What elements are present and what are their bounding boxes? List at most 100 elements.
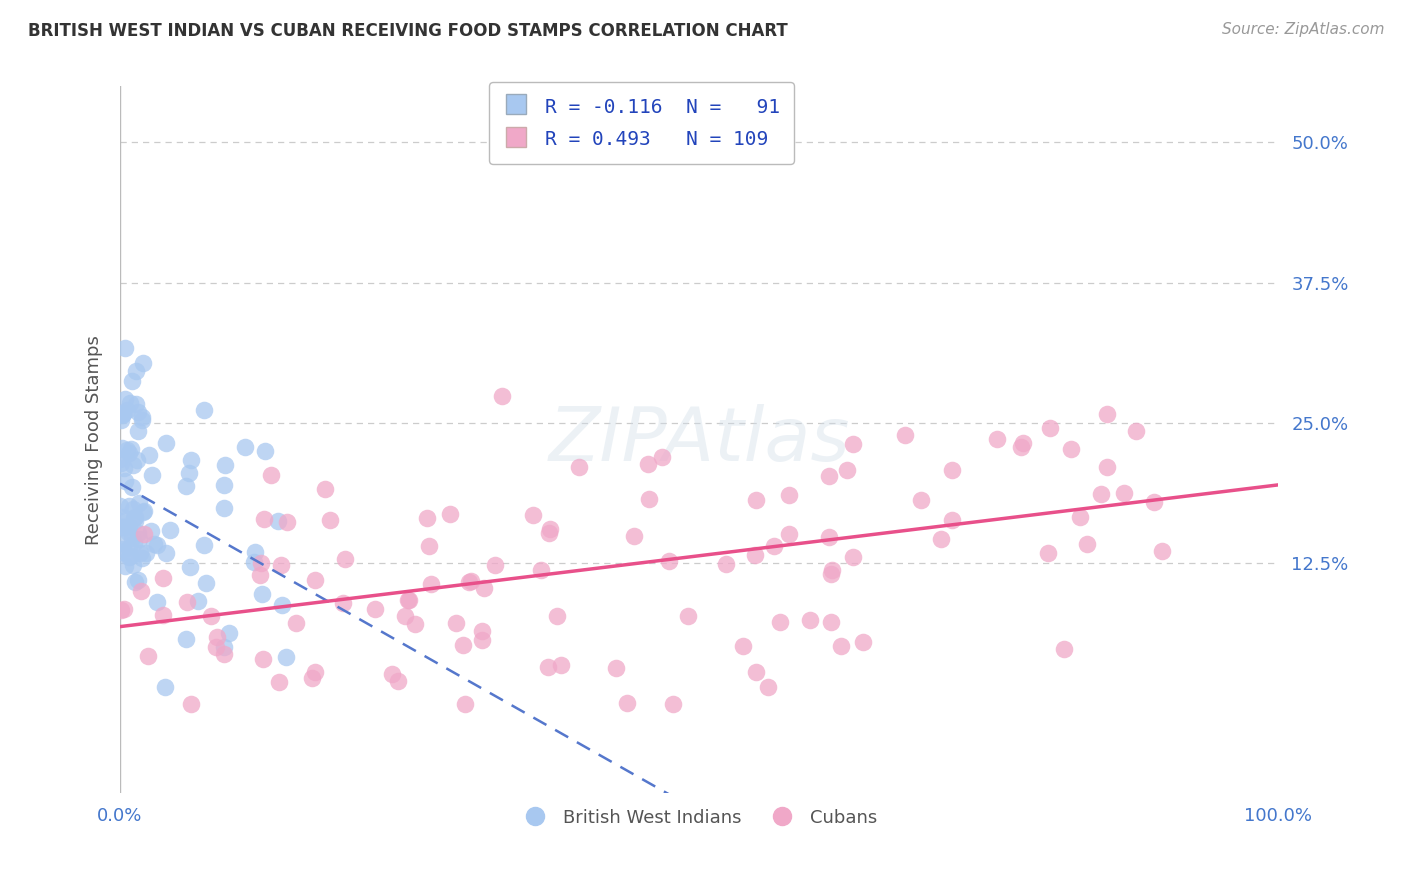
Point	[131, 409, 153, 424]
Point	[820, 615, 842, 629]
Point	[418, 539, 440, 553]
Point	[522, 508, 544, 522]
Point	[115, 403, 138, 417]
Point	[135, 546, 157, 560]
Point	[453, 697, 475, 711]
Point	[249, 556, 271, 570]
Point	[941, 513, 963, 527]
Point	[127, 573, 149, 587]
Point	[605, 661, 627, 675]
Point	[110, 451, 132, 466]
Point	[420, 577, 443, 591]
Point	[120, 442, 142, 456]
Point	[820, 564, 842, 578]
Point	[332, 596, 354, 610]
Point	[250, 586, 273, 600]
Point	[200, 609, 222, 624]
Point	[1125, 425, 1147, 439]
Point	[180, 697, 202, 711]
Point	[132, 504, 155, 518]
Point	[112, 519, 135, 533]
Point	[121, 374, 143, 388]
Point	[132, 505, 155, 519]
Point	[842, 437, 865, 451]
Point	[155, 546, 177, 560]
Point	[301, 671, 323, 685]
Point	[112, 407, 135, 421]
Point	[567, 460, 589, 475]
Point	[128, 532, 150, 546]
Point	[128, 496, 150, 510]
Point	[114, 341, 136, 355]
Point	[176, 595, 198, 609]
Point	[152, 571, 174, 585]
Point	[114, 559, 136, 574]
Point	[110, 603, 132, 617]
Point	[550, 658, 572, 673]
Point	[127, 424, 149, 438]
Point	[110, 408, 132, 422]
Point	[538, 525, 561, 540]
Point	[260, 468, 283, 483]
Point	[852, 635, 875, 649]
Point	[1143, 495, 1166, 509]
Point	[145, 595, 167, 609]
Point	[112, 461, 135, 475]
Point	[118, 550, 141, 565]
Point	[818, 530, 841, 544]
Point	[274, 650, 297, 665]
Point	[894, 428, 917, 442]
Point	[131, 413, 153, 427]
Point	[110, 456, 132, 470]
Point	[394, 608, 416, 623]
Point	[114, 474, 136, 488]
Point	[142, 537, 165, 551]
Point	[124, 364, 146, 378]
Point	[439, 508, 461, 522]
Point	[835, 463, 858, 477]
Point	[529, 563, 551, 577]
Point	[745, 665, 768, 679]
Point	[756, 680, 779, 694]
Legend: British West Indians, Cubans: British West Indians, Cubans	[515, 801, 884, 834]
Point	[214, 458, 236, 472]
Point	[769, 615, 792, 630]
Point	[117, 445, 139, 459]
Point	[986, 432, 1008, 446]
Point	[820, 566, 842, 581]
Point	[252, 652, 274, 666]
Point	[127, 525, 149, 540]
Point	[120, 395, 142, 409]
Point	[129, 584, 152, 599]
Point	[118, 549, 141, 563]
Point	[127, 453, 149, 467]
Point	[1039, 421, 1062, 435]
Point	[1150, 543, 1173, 558]
Point	[941, 463, 963, 477]
Text: ZIPAtlas: ZIPAtlas	[548, 404, 849, 475]
Point	[731, 639, 754, 653]
Point	[132, 356, 155, 370]
Point	[276, 515, 298, 529]
Point	[111, 520, 134, 534]
Point	[1011, 436, 1033, 450]
Point	[117, 524, 139, 539]
Point	[115, 442, 138, 457]
Point	[179, 560, 201, 574]
Point	[138, 448, 160, 462]
Point	[111, 535, 134, 549]
Point	[174, 479, 197, 493]
Point	[233, 440, 256, 454]
Point	[212, 647, 235, 661]
Point	[110, 413, 132, 427]
Point	[484, 558, 506, 572]
Point	[111, 542, 134, 557]
Point	[538, 522, 561, 536]
Point	[124, 514, 146, 528]
Point	[267, 674, 290, 689]
Point	[253, 443, 276, 458]
Point	[177, 466, 200, 480]
Point	[271, 598, 294, 612]
Point	[118, 541, 141, 555]
Point	[818, 469, 841, 483]
